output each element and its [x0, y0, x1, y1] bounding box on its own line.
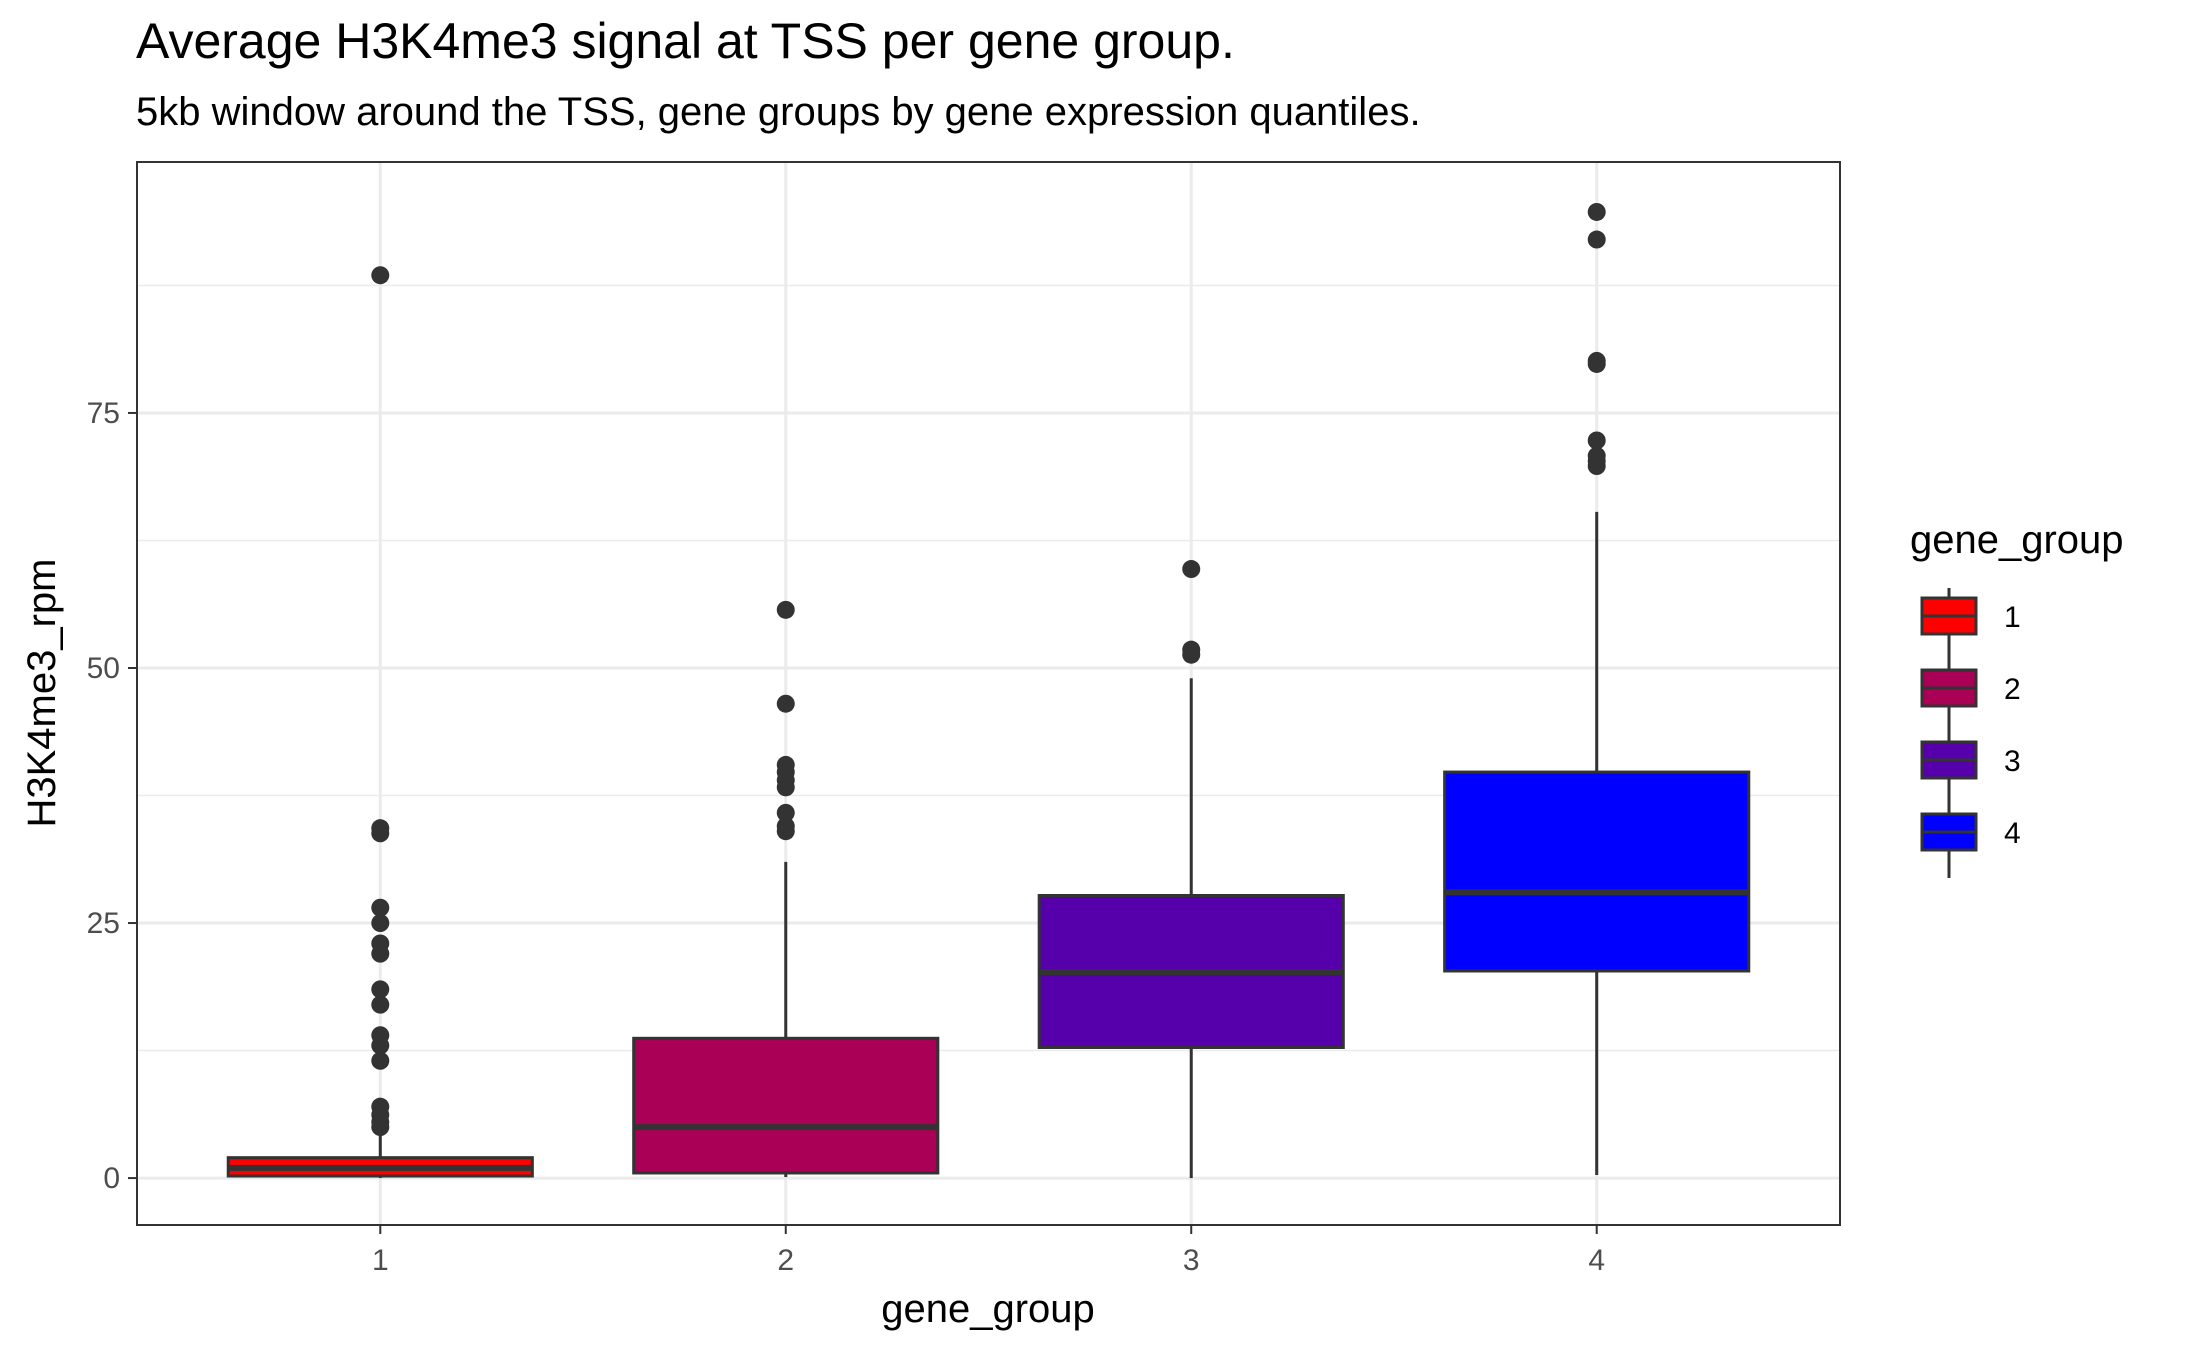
x-tick-label: 4 — [1588, 1244, 1605, 1277]
legend-item-4: 4 — [1920, 804, 2021, 878]
outlier-point — [1587, 202, 1606, 221]
outlier-point — [371, 819, 390, 838]
outlier-point — [1182, 640, 1201, 659]
outlier-point — [776, 817, 795, 836]
box-layer — [226, 202, 1751, 1179]
box-group-1 — [226, 266, 534, 1179]
panel-background — [137, 162, 1840, 1225]
outlier-point — [371, 1026, 390, 1045]
outlier-point — [371, 1051, 390, 1070]
axis-ticks: 0 25 50 75 1 2 3 4 — [87, 397, 1605, 1277]
legend-label: 3 — [2004, 745, 2021, 778]
legend-item-2: 2 — [1920, 660, 2021, 734]
outlier-point — [371, 266, 390, 285]
x-tick-label: 3 — [1183, 1244, 1200, 1277]
box — [1443, 770, 1751, 973]
panel-border — [136, 161, 1841, 1226]
outlier-point — [371, 914, 390, 933]
legend-label: 4 — [2004, 817, 2021, 850]
y-tick-label: 50 — [87, 652, 120, 685]
legend-title: gene_group — [1910, 518, 2124, 562]
chart-subtitle: 5kb window around the TSS, gene groups b… — [136, 90, 1421, 134]
y-axis-title: H3K4me3_rpm — [20, 558, 64, 827]
outlier-point — [371, 1097, 390, 1116]
outlier-point — [1587, 446, 1606, 465]
box-group-2 — [632, 600, 940, 1178]
outlier-point — [371, 980, 390, 999]
x-axis-title: gene_group — [881, 1287, 1095, 1331]
box-group-3 — [1037, 560, 1345, 1179]
legend-label: 2 — [2004, 673, 2021, 706]
x-tick-label: 2 — [777, 1244, 794, 1277]
y-tick-label: 25 — [87, 907, 120, 940]
outlier-point — [371, 934, 390, 953]
y-tick-label: 0 — [103, 1162, 120, 1195]
legend-item-1: 1 — [1920, 588, 2021, 662]
legend-item-3: 3 — [1920, 732, 2021, 806]
legend: gene_group 1 2 3 4 — [1910, 518, 2124, 878]
outlier-point — [776, 755, 795, 774]
outlier-point — [1587, 230, 1606, 249]
y-tick-label: 75 — [87, 397, 120, 430]
legend-label: 1 — [2004, 601, 2021, 634]
x-tick-label: 1 — [372, 1244, 389, 1277]
outlier-point — [776, 600, 795, 619]
outlier-point — [371, 995, 390, 1014]
box — [632, 1036, 940, 1175]
grid-lines — [137, 162, 1840, 1225]
outlier-point — [776, 803, 795, 822]
outlier-point — [371, 898, 390, 917]
outlier-point — [776, 694, 795, 713]
box-group-4 — [1443, 202, 1751, 1176]
outlier-point — [1587, 351, 1606, 370]
outlier-point — [1587, 431, 1606, 450]
chart-title: Average H3K4me3 signal at TSS per gene g… — [136, 13, 1235, 69]
outlier-point — [1182, 560, 1201, 579]
